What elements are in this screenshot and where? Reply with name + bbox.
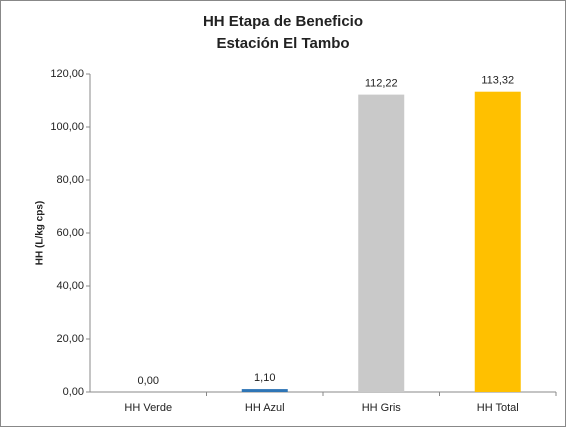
data-label: 0,00 [138, 375, 159, 387]
data-label: 112,22 [365, 78, 398, 90]
data-label: 1,10 [254, 372, 275, 384]
y-tick-label: 20,00 [56, 333, 84, 345]
bar [358, 94, 405, 392]
chart-subtitle: Estación El Tambo [216, 35, 349, 52]
y-tick-label: 60,00 [56, 227, 84, 239]
data-label: 113,32 [481, 75, 514, 87]
y-tick-label: 40,00 [56, 280, 84, 292]
x-tick-label: HH Verde [124, 402, 172, 414]
x-tick-label: HH Total [477, 402, 519, 414]
bar [474, 91, 521, 393]
y-axis-label: HH (L/kg cps) [35, 201, 46, 265]
y-tick-label: 0,00 [63, 386, 84, 398]
x-tick-label: HH Gris [362, 402, 402, 414]
y-tick-label: 100,00 [50, 121, 84, 133]
y-tick-label: 80,00 [56, 174, 84, 186]
chart-title: HH Etapa de Beneficio [203, 13, 363, 30]
x-tick-label: HH Azul [245, 402, 285, 414]
bar [241, 389, 288, 392]
y-tick-label: 120,00 [50, 68, 84, 80]
